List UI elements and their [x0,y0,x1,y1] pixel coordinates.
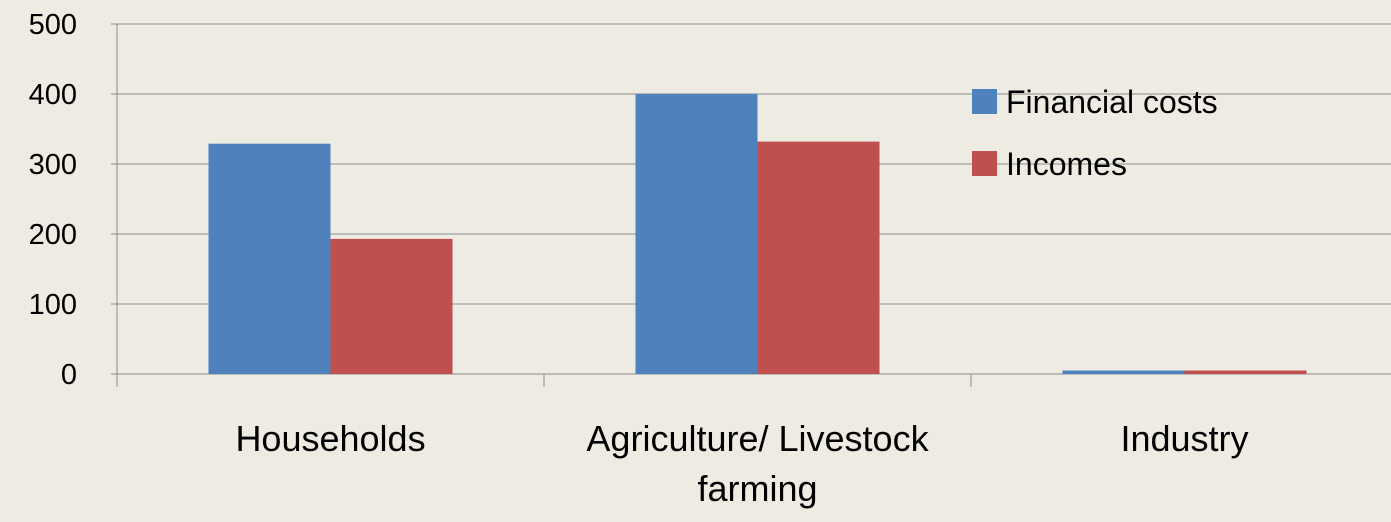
x-tick-labels: Households Agriculture/ Livestock farming I… [235,418,1248,509]
bar [1062,370,1185,374]
legend-label: Incomes [1006,146,1127,182]
legend: Financial costs Incomes [972,84,1218,182]
bars [208,94,1307,374]
bar [635,94,758,374]
bar [1184,370,1307,374]
legend-swatch [972,151,997,176]
y-tick-label: 0 [61,359,77,391]
y-tick-labels: 0 100 200 300 400 500 [29,9,77,391]
x-tick-label: Industry [1120,418,1248,459]
y-tick-label: 400 [29,79,77,111]
y-tick-label: 500 [29,9,77,41]
bar [208,143,331,374]
y-tick-label: 200 [29,219,77,251]
legend-swatch [972,89,997,114]
bar [757,141,880,374]
x-tick-label: Agriculture/ Livestock farming [586,418,929,509]
bar [330,238,453,374]
y-tick-label: 300 [29,149,77,181]
x-tick-label: Households [235,418,425,459]
y-tick-label: 100 [29,289,77,321]
legend-label: Financial costs [1006,84,1218,120]
